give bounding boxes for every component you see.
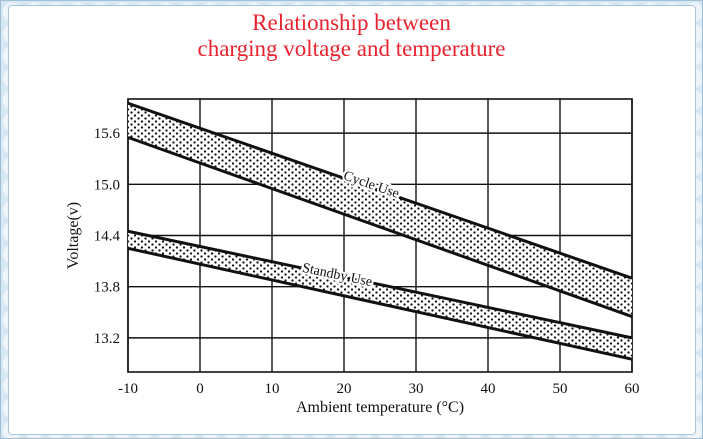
chart-title-line-1: Relationship between bbox=[252, 10, 451, 35]
y-axis-label: Voltage(v) bbox=[65, 202, 82, 269]
y-tick-label: 13.2 bbox=[94, 331, 120, 347]
chart-title: Relationship between charging voltage an… bbox=[0, 10, 703, 62]
band-fill-0 bbox=[128, 103, 632, 317]
y-tick-label: 14.4 bbox=[94, 229, 121, 245]
x-tick-label: 10 bbox=[265, 381, 280, 397]
band-lower-line-1 bbox=[127, 246, 633, 361]
y-tick-label: 15.6 bbox=[94, 126, 121, 142]
x-tick-label: 50 bbox=[553, 381, 568, 397]
band-upper-line-1 bbox=[127, 229, 633, 340]
x-tick-label: 40 bbox=[481, 381, 496, 397]
band-upper-line-0 bbox=[127, 101, 633, 280]
chart-panel bbox=[8, 5, 696, 435]
x-tick-label: 60 bbox=[625, 381, 640, 397]
x-tick-label: 20 bbox=[337, 381, 352, 397]
y-tick-label: 13.8 bbox=[94, 280, 120, 296]
x-tick-label: 30 bbox=[409, 381, 424, 397]
band-fill-1 bbox=[128, 231, 632, 360]
x-tick-label: 0 bbox=[196, 381, 204, 397]
x-tick-label: -10 bbox=[118, 381, 138, 397]
ticks: -10 0 10 20 30 40 50 60 13.2 13.8 14.4 15.0 15.6 bbox=[94, 126, 640, 397]
band-lower-line-0 bbox=[127, 135, 633, 318]
x-axis-label: Ambient temperature (°C) bbox=[296, 399, 464, 416]
y-tick-label: 15.0 bbox=[94, 177, 120, 193]
chart-title-line-2: charging voltage and temperature bbox=[197, 36, 506, 61]
